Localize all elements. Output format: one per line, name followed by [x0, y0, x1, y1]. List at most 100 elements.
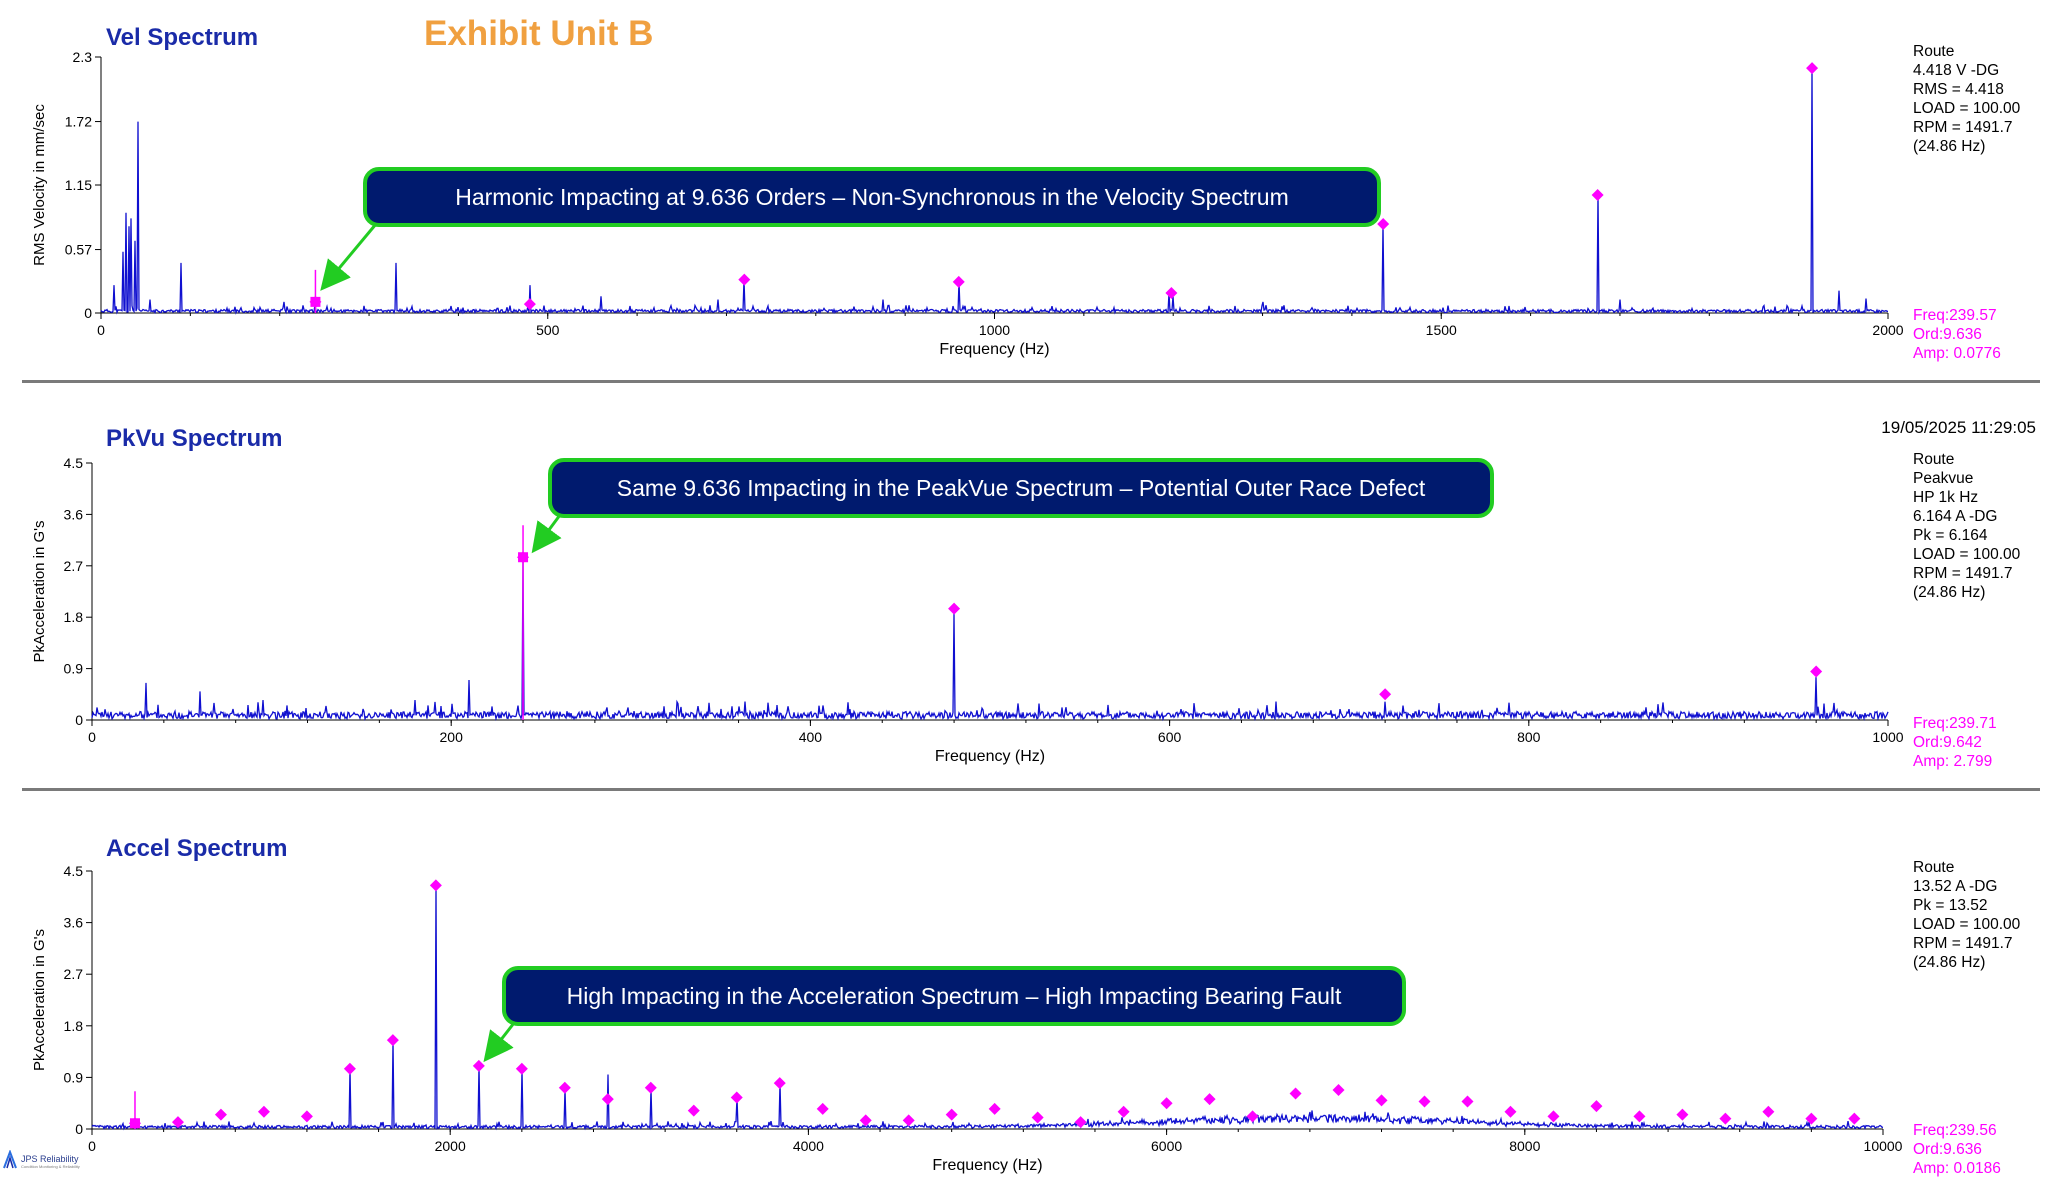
accel-info-block: Route 13.52 A -DG Pk = 13.52 LOAD = 100.00 R…: [1913, 858, 2020, 972]
accel-readout-line: Amp: 0.0186: [1913, 1160, 2001, 1177]
vel-info-line: 4.418 V -DG: [1913, 62, 2000, 79]
vel-fault-marker: [952, 275, 965, 288]
accel-fault-marker: [429, 879, 442, 892]
accel-y-tick-label: 0.9: [64, 1069, 84, 1085]
vel-x-tick-label: 0: [97, 322, 105, 338]
pkvu-info-block: Route Peakvue HP 1k Hz 6.164 A -DG Pk = 6.16…: [1913, 450, 2020, 602]
accel-fault-marker: [257, 1105, 270, 1118]
accel-fault-marker: [343, 1062, 356, 1075]
vel-x-axis-label: Frequency (Hz): [939, 341, 1049, 358]
accel-fault-marker: [730, 1091, 743, 1104]
pkvu-info-line: Route: [1913, 451, 1955, 468]
pkvu-info-line: 6.164 A -DG: [1913, 508, 1998, 525]
vel-fault-marker: [1591, 189, 1604, 202]
vel-y-tick-label: 0: [84, 305, 92, 321]
accel-fault-marker: [1160, 1097, 1173, 1110]
pkvu-y-tick-label: 0.9: [64, 661, 84, 677]
vel-info-line: Route: [1913, 43, 1955, 60]
accel-fault-marker: [558, 1081, 571, 1094]
accel-spectrum-trace: [91, 885, 1884, 1131]
accel-fault-marker: [1719, 1112, 1732, 1125]
accel-fault-marker: [1633, 1110, 1646, 1123]
accel-x-tick-label: 10000: [1864, 1138, 1903, 1154]
vel-info-line: LOAD = 100.00: [1913, 100, 2021, 117]
accel-fault-marker: [1848, 1112, 1861, 1125]
pkvu-fault-marker: [1810, 665, 1823, 678]
vel-readout-line: Freq:239.57: [1913, 307, 1997, 324]
accel-x-tick-label: 2000: [435, 1138, 466, 1154]
vel-callout: Harmonic Impacting at 9.636 Orders – Non…: [363, 167, 1381, 227]
vel-fault-marker: [523, 298, 536, 311]
accel-callout: High Impacting in the Acceleration Spect…: [502, 966, 1406, 1026]
pkvu-readout-line: Ord:9.642: [1913, 734, 1982, 751]
accel-fault-marker: [1117, 1105, 1130, 1118]
accel-fault-marker: [1203, 1093, 1216, 1106]
accel-y-tick-label: 4.5: [64, 863, 84, 879]
accel-fault-marker: [988, 1102, 1001, 1115]
pkvu-x-tick-label: 1000: [1872, 729, 1903, 745]
vel-y-tick-label: 1.15: [65, 177, 92, 193]
pkvu-y-tick-label: 2.7: [64, 558, 84, 574]
vel-readout-line: Ord:9.636: [1913, 326, 1982, 343]
pkvu-y-tick-label: 1.8: [64, 609, 84, 625]
pkvu-info-line: Peakvue: [1913, 470, 1974, 487]
accel-fault-marker: [1461, 1095, 1474, 1108]
accel-info-line: RPM = 1491.7: [1913, 935, 2013, 952]
vel-cursor-marker: [310, 296, 321, 307]
logo-tagline: Condition Monitoring & Reliability: [21, 1163, 80, 1169]
vel-info-line: RPM = 1491.7: [1913, 119, 2013, 136]
accel-y-axis-label: PkAcceleration in G's: [31, 929, 48, 1071]
vel-fault-marker: [1806, 62, 1819, 75]
pkvu-fault-marker: [1379, 688, 1392, 701]
vel-x-tick-label: 2000: [1872, 322, 1903, 338]
vel-spectrum-trace: [100, 65, 1888, 315]
accel-fault-marker: [1074, 1116, 1087, 1129]
accel-fault-marker: [859, 1114, 872, 1127]
accel-info-line: (24.86 Hz): [1913, 954, 1986, 971]
accel-fault-marker: [1504, 1105, 1517, 1118]
pkvu-x-tick-label: 0: [88, 729, 96, 745]
pkvu-x-axis-label: Frequency (Hz): [935, 748, 1045, 765]
vel-cursor-readout: Freq:239.57 Ord:9.636 Amp: 0.0776: [1913, 306, 2001, 363]
pkvu-info-line: HP 1k Hz: [1913, 489, 1979, 506]
logo: JPS Reliability Condition Monitoring & R…: [2, 1150, 80, 1172]
vel-x-tick-label: 500: [536, 322, 560, 338]
logo-mark-icon: [3, 1150, 17, 1169]
vel-info-line: (24.86 Hz): [1913, 138, 1986, 155]
accel-spectrum-title: Accel Spectrum: [106, 835, 288, 862]
accel-fault-marker: [1375, 1094, 1388, 1107]
accel-x-tick-label: 0: [88, 1138, 96, 1154]
accel-spectrum-chart: 0 0.9 1.8 2.7 3.6 4.5 0 2000 4000 6000 8000 10000 Fr…: [31, 863, 1903, 1174]
vel-info-block: Route 4.418 V -DG RMS = 4.418 LOAD = 100.00…: [1913, 42, 2020, 156]
vel-spectrum-chart: 0 0.57 1.15 1.72 2.3 0 500 1000 1500 2000 Frequenc…: [31, 49, 1904, 358]
accel-y-tick-label: 0: [75, 1121, 83, 1137]
pkvu-info-line: RPM = 1491.7: [1913, 565, 2013, 582]
vel-y-tick-label: 1.72: [65, 114, 92, 130]
accel-fault-marker: [300, 1110, 313, 1123]
accel-fault-marker: [687, 1104, 700, 1117]
accel-y-tick-label: 3.6: [64, 915, 84, 931]
vel-info-line: RMS = 4.418: [1913, 81, 2004, 98]
pkvu-callout: Same 9.636 Impacting in the PeakVue Spec…: [548, 458, 1494, 518]
accel-x-tick-label: 6000: [1151, 1138, 1182, 1154]
accel-x-tick-label: 4000: [793, 1138, 824, 1154]
pkvu-spectrum-trace: [91, 557, 1889, 722]
pkvu-y-tick-label: 4.5: [64, 455, 84, 471]
measurement-datetime: 19/05/2025 11:29:05: [1881, 418, 2036, 437]
accel-y-tick-label: 1.8: [64, 1018, 84, 1034]
pkvu-y-tick-label: 3.6: [64, 506, 84, 522]
panel-divider: [22, 380, 2040, 383]
pkvu-info-line: Pk = 6.164: [1913, 527, 1988, 544]
accel-fault-marker: [171, 1116, 184, 1129]
accel-y-tick-label: 2.7: [64, 966, 84, 982]
pkvu-spectrum-chart: 0 0.9 1.8 2.7 3.6 4.5 0 200 400 600 800 1000 Frequen…: [31, 455, 1904, 765]
accel-fault-marker: [1246, 1110, 1259, 1123]
pkvu-cursor-readout: Freq:239.71 Ord:9.642 Amp: 2.799: [1913, 714, 1997, 771]
accel-fault-marker: [816, 1102, 829, 1115]
vel-x-tick-label: 1500: [1426, 322, 1457, 338]
accel-fault-marker: [1332, 1084, 1345, 1097]
pkvu-readout-line: Freq:239.71: [1913, 715, 1997, 732]
accel-fault-marker: [1547, 1110, 1560, 1123]
accel-info-line: 13.52 A -DG: [1913, 878, 1998, 895]
accel-fault-marker: [945, 1108, 958, 1121]
